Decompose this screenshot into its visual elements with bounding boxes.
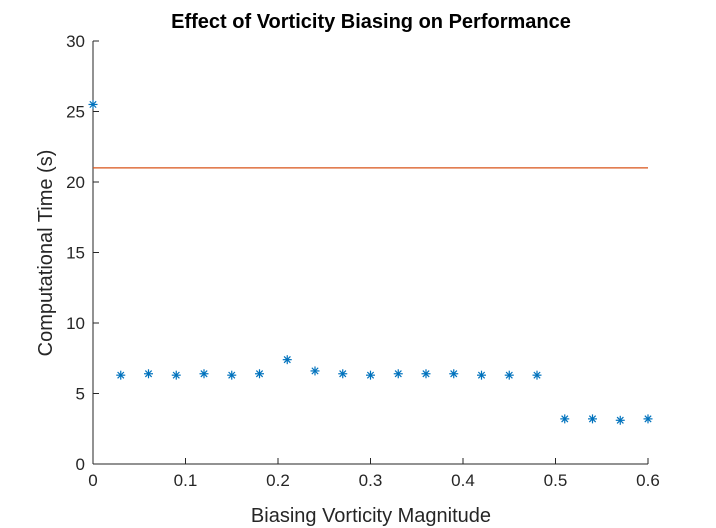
x-tick-label: 0.4 (451, 471, 475, 490)
y-tick-label: 20 (66, 173, 85, 192)
y-tick-label: 25 (66, 103, 85, 122)
data-point-asterisk (504, 370, 514, 380)
data-point-asterisk (227, 370, 237, 380)
data-point-asterisk (144, 369, 153, 379)
data-point-asterisk (366, 370, 375, 380)
data-point-asterisk (615, 415, 625, 425)
data-point-asterisk (171, 370, 181, 380)
data-point-asterisk (588, 414, 597, 424)
data-point-asterisk (282, 355, 292, 365)
x-tick-label: 0.5 (544, 471, 568, 490)
chart-title: Effect of Vorticity Biasing on Performan… (171, 11, 571, 33)
x-tick-label: 0.6 (636, 471, 660, 490)
data-point-asterisk (421, 369, 431, 379)
x-axis-ticks: 0 0.1 0.2 0.3 0.4 0.5 0.6 (88, 458, 660, 490)
x-tick-label: 0.1 (174, 471, 198, 490)
x-axis-label: Biasing Vorticity Magnitude (251, 505, 491, 527)
data-point-asterisk (560, 414, 570, 424)
data-point-asterisk (116, 370, 126, 380)
y-axis-ticks: 0 5 10 15 20 25 30 (66, 32, 99, 474)
y-tick-label: 10 (66, 314, 85, 333)
x-tick-label: 0 (88, 471, 97, 490)
data-point-asterisk (199, 369, 209, 379)
data-point-asterisk (393, 369, 403, 379)
data-point-asterisk (643, 414, 653, 424)
x-tick-label: 0.3 (359, 471, 383, 490)
data-point-asterisk (255, 369, 264, 379)
y-axis-label: Computational Time (s) (35, 150, 57, 357)
data-point-asterisk (88, 99, 98, 109)
y-tick-label: 15 (66, 244, 85, 263)
y-tick-label: 0 (76, 455, 85, 474)
y-tick-label: 5 (76, 385, 85, 404)
x-tick-label: 0.2 (266, 471, 290, 490)
data-point-asterisk (449, 369, 459, 379)
data-point-asterisk (310, 366, 320, 376)
plot-area (92, 41, 648, 465)
data-point-asterisk (532, 370, 542, 380)
series-layer (88, 99, 653, 425)
data-point-asterisk (338, 369, 348, 379)
data-point-asterisk (477, 370, 486, 380)
y-tick-label: 30 (66, 32, 85, 51)
